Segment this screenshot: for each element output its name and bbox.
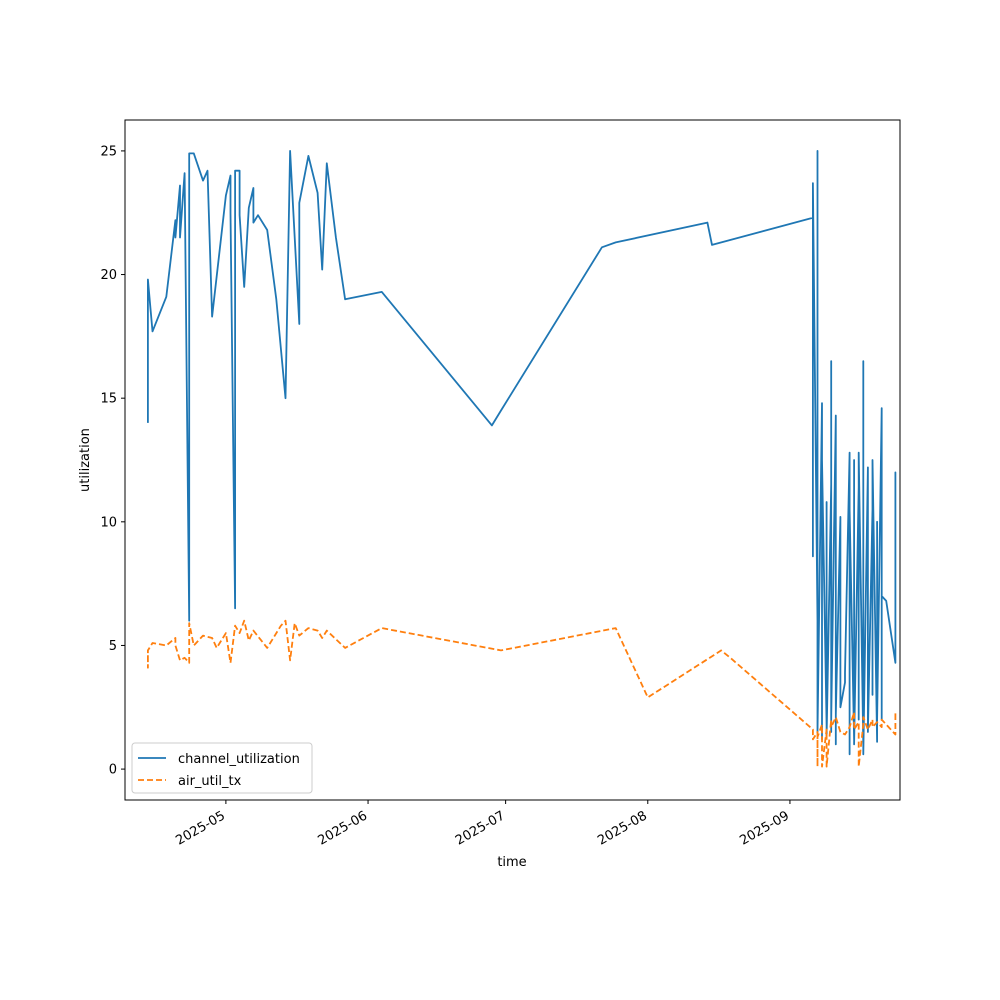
y-tick-label: 5 xyxy=(109,639,117,654)
x-tick-label: 2025-08 xyxy=(595,808,650,848)
x-tick-label: 2025-09 xyxy=(737,808,792,848)
x-tick-label: 2025-06 xyxy=(315,808,370,848)
x-tick-label: 2025-05 xyxy=(173,808,228,848)
series-line-channel_utilization xyxy=(146,149,897,756)
y-tick-label: 10 xyxy=(100,515,117,530)
legend-label-channel_utilization: channel_utilization xyxy=(178,752,300,767)
y-tick-label: 15 xyxy=(100,392,117,407)
legend-label-air_util_tx: air_util_tx xyxy=(178,774,242,789)
series-line-air_util_tx xyxy=(146,619,897,768)
x-axis: 2025-05 2025-06 2025-07 2025-08 2025-09 xyxy=(173,800,792,849)
x-axis-label: time xyxy=(497,855,526,870)
y-axis: 0 5 10 15 20 25 xyxy=(100,144,125,778)
x-tick-label: 2025-07 xyxy=(453,808,508,848)
plot-frame xyxy=(124,119,901,801)
y-tick-label: 0 xyxy=(109,763,117,778)
y-tick-label: 25 xyxy=(100,144,117,159)
legend: channel_utilization air_util_tx xyxy=(131,742,313,794)
y-axis-label: utilization xyxy=(78,428,93,492)
legend-box xyxy=(131,742,313,794)
y-tick-label: 20 xyxy=(100,268,117,283)
series-layer xyxy=(146,149,897,768)
